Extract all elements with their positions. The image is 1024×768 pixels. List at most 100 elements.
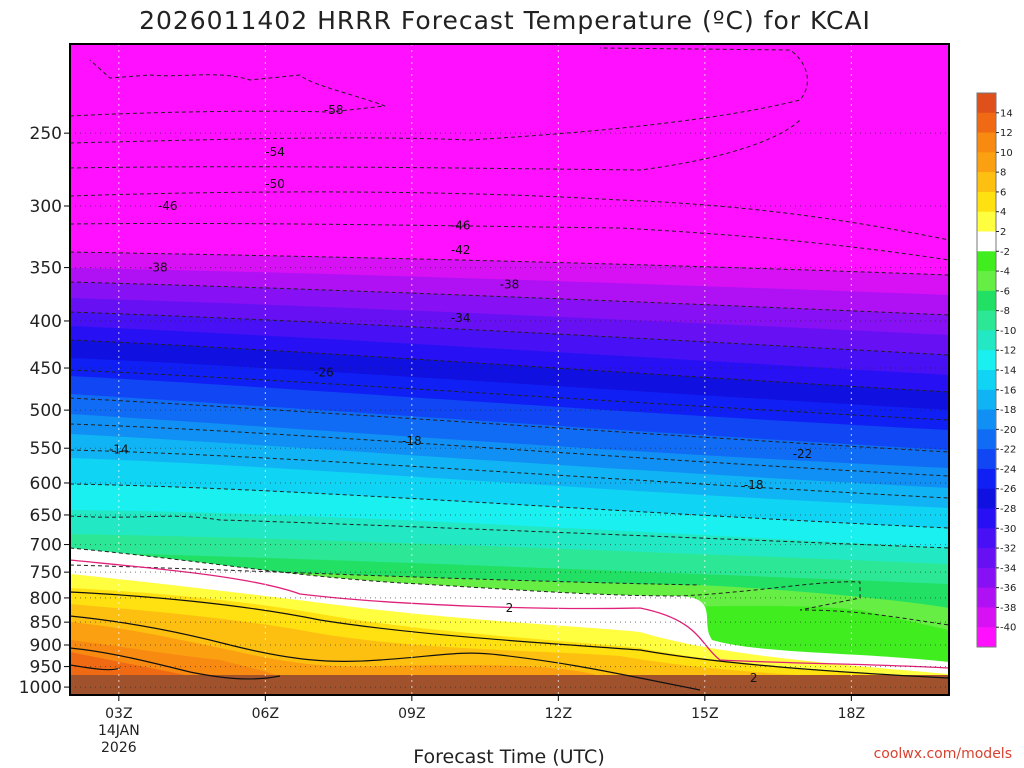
colorbar-label: -22	[1000, 445, 1016, 456]
colorbar-swatch	[977, 290, 996, 312]
colorbar-label: -36	[1000, 583, 1016, 594]
x-axis-label: Forecast Time (UTC)	[413, 746, 604, 768]
colorbar-label: -8	[1000, 306, 1010, 317]
y-tick-label: 400	[30, 312, 62, 332]
colorbar-label: -38	[1000, 603, 1016, 614]
y-tick-label: 450	[30, 359, 62, 379]
contour-label: -34	[451, 311, 471, 325]
colorbar-label: -6	[1000, 286, 1010, 297]
contour-label: -50	[265, 177, 285, 191]
temperature-field	[70, 44, 949, 695]
colorbar-swatch	[977, 112, 996, 134]
colorbar-swatch	[977, 528, 996, 549]
y-tick-label: 850	[30, 613, 62, 633]
contour-label: -38	[500, 277, 520, 291]
colorbar-swatch	[977, 251, 996, 272]
contour-label: -54	[265, 145, 285, 159]
contour-label: -22	[793, 447, 813, 461]
contour-label: -38	[148, 261, 168, 275]
contour-label: 2	[750, 671, 758, 685]
contour-label: -26	[314, 365, 334, 379]
colorbar-label: 2	[1000, 227, 1006, 238]
contour-label: -18	[744, 478, 764, 492]
colorbar-swatch	[977, 350, 996, 371]
colorbar-swatch	[977, 231, 996, 252]
colorbar-label: -14	[1000, 366, 1016, 377]
colorbar-swatch	[977, 93, 996, 114]
contour-labels: -58 -54 -50 -46 -46 -42 -38 -38 -34 -26 -18 -14 -22 -…	[109, 103, 813, 685]
contour-label: -18	[402, 434, 422, 448]
contour-label: -46	[158, 199, 178, 213]
colorbar-swatch	[977, 607, 996, 628]
colorbar-swatch	[977, 567, 996, 589]
x-tick-label: 03Z	[105, 706, 132, 722]
x-tick-label: 09Z	[398, 706, 425, 722]
contour-label: -42	[451, 243, 471, 257]
colorbar-swatch	[977, 211, 996, 232]
credit-text[interactable]: coolwx.com/models	[874, 746, 1012, 762]
vertical-gridlines	[118, 44, 852, 695]
y-tick-label: 500	[30, 401, 62, 421]
colorbar-label: -32	[1000, 544, 1016, 555]
x-tick-label: 06Z	[252, 706, 279, 722]
x-tick-date: 14JAN	[98, 723, 140, 739]
x-tick-year: 2026	[101, 740, 137, 756]
colorbar-swatch	[977, 310, 996, 331]
colorbar-swatch	[977, 409, 996, 430]
y-tick-label: 650	[30, 506, 62, 526]
colorbar-swatch	[977, 449, 996, 470]
colorbar-swatch	[977, 488, 996, 509]
y-tick-label: 800	[30, 589, 62, 609]
plot-frame	[69, 43, 950, 696]
y-tick-label: 950	[30, 658, 62, 678]
colorbar-swatch	[977, 132, 996, 153]
y-tick-label: 900	[30, 636, 62, 656]
colorbar-label: -40	[1000, 623, 1016, 634]
colorbar-label: 10	[1000, 148, 1013, 159]
colorbar-swatch	[977, 627, 996, 648]
colorbar: 14 12 10 8 6 4 2 -2 -4 -6 -8 -10 -12 -14 -16 -18 -20 -22 -…	[976, 92, 1016, 648]
colorbar-swatch	[977, 370, 996, 391]
colorbar-swatch	[977, 172, 996, 193]
contour-label: 2	[506, 601, 514, 615]
chart-title: 2026011402 HRRR Forecast Temperature (ºC…	[139, 6, 871, 35]
y-tick-label: 350	[30, 259, 62, 279]
colorbar-swatch	[977, 508, 996, 529]
y-tick-label: 550	[30, 439, 62, 459]
x-tick-label: 12Z	[545, 706, 572, 722]
colorbar-label: -26	[1000, 484, 1016, 495]
colorbar-label: -24	[1000, 464, 1016, 475]
colorbar-swatch	[977, 389, 996, 411]
colorbar-label: 14	[1000, 108, 1013, 119]
colorbar-label: -30	[1000, 524, 1016, 535]
colorbar-swatch	[977, 468, 996, 490]
contour-label: -58	[324, 103, 344, 117]
y-tick-label: 250	[30, 124, 62, 144]
colorbar-swatch	[977, 548, 996, 569]
colorbar-label: -34	[1000, 563, 1016, 574]
colorbar-label: -20	[1000, 425, 1016, 436]
colorbar-label: -2	[1000, 247, 1010, 258]
colorbar-label: 4	[1000, 207, 1006, 218]
contour-label: -46	[451, 219, 471, 233]
colorbar-label: -4	[1000, 267, 1010, 278]
colorbar-label: 8	[1000, 168, 1006, 179]
y-tick-label: 1000	[19, 678, 62, 698]
colorbar-swatch	[977, 429, 996, 450]
colorbar-swatch	[977, 330, 996, 351]
colorbar-swatch	[977, 587, 996, 608]
colorbar-label: -12	[1000, 346, 1016, 357]
colorbar-label: -10	[1000, 326, 1016, 337]
colorbar-label: -28	[1000, 504, 1016, 515]
warm-contours	[70, 559, 949, 691]
colorbar-swatch	[977, 191, 996, 213]
y-axis: 250 300 350 400 450 500 550 600 650 700 750 800 850 9…	[19, 124, 70, 698]
isotherm-contours	[70, 47, 949, 626]
colorbar-label: 6	[1000, 187, 1006, 198]
colorbar-swatch	[977, 152, 996, 173]
y-tick-label: 300	[30, 197, 62, 217]
y-tick-label: 750	[30, 563, 62, 583]
x-tick-label: 18Z	[838, 706, 865, 722]
